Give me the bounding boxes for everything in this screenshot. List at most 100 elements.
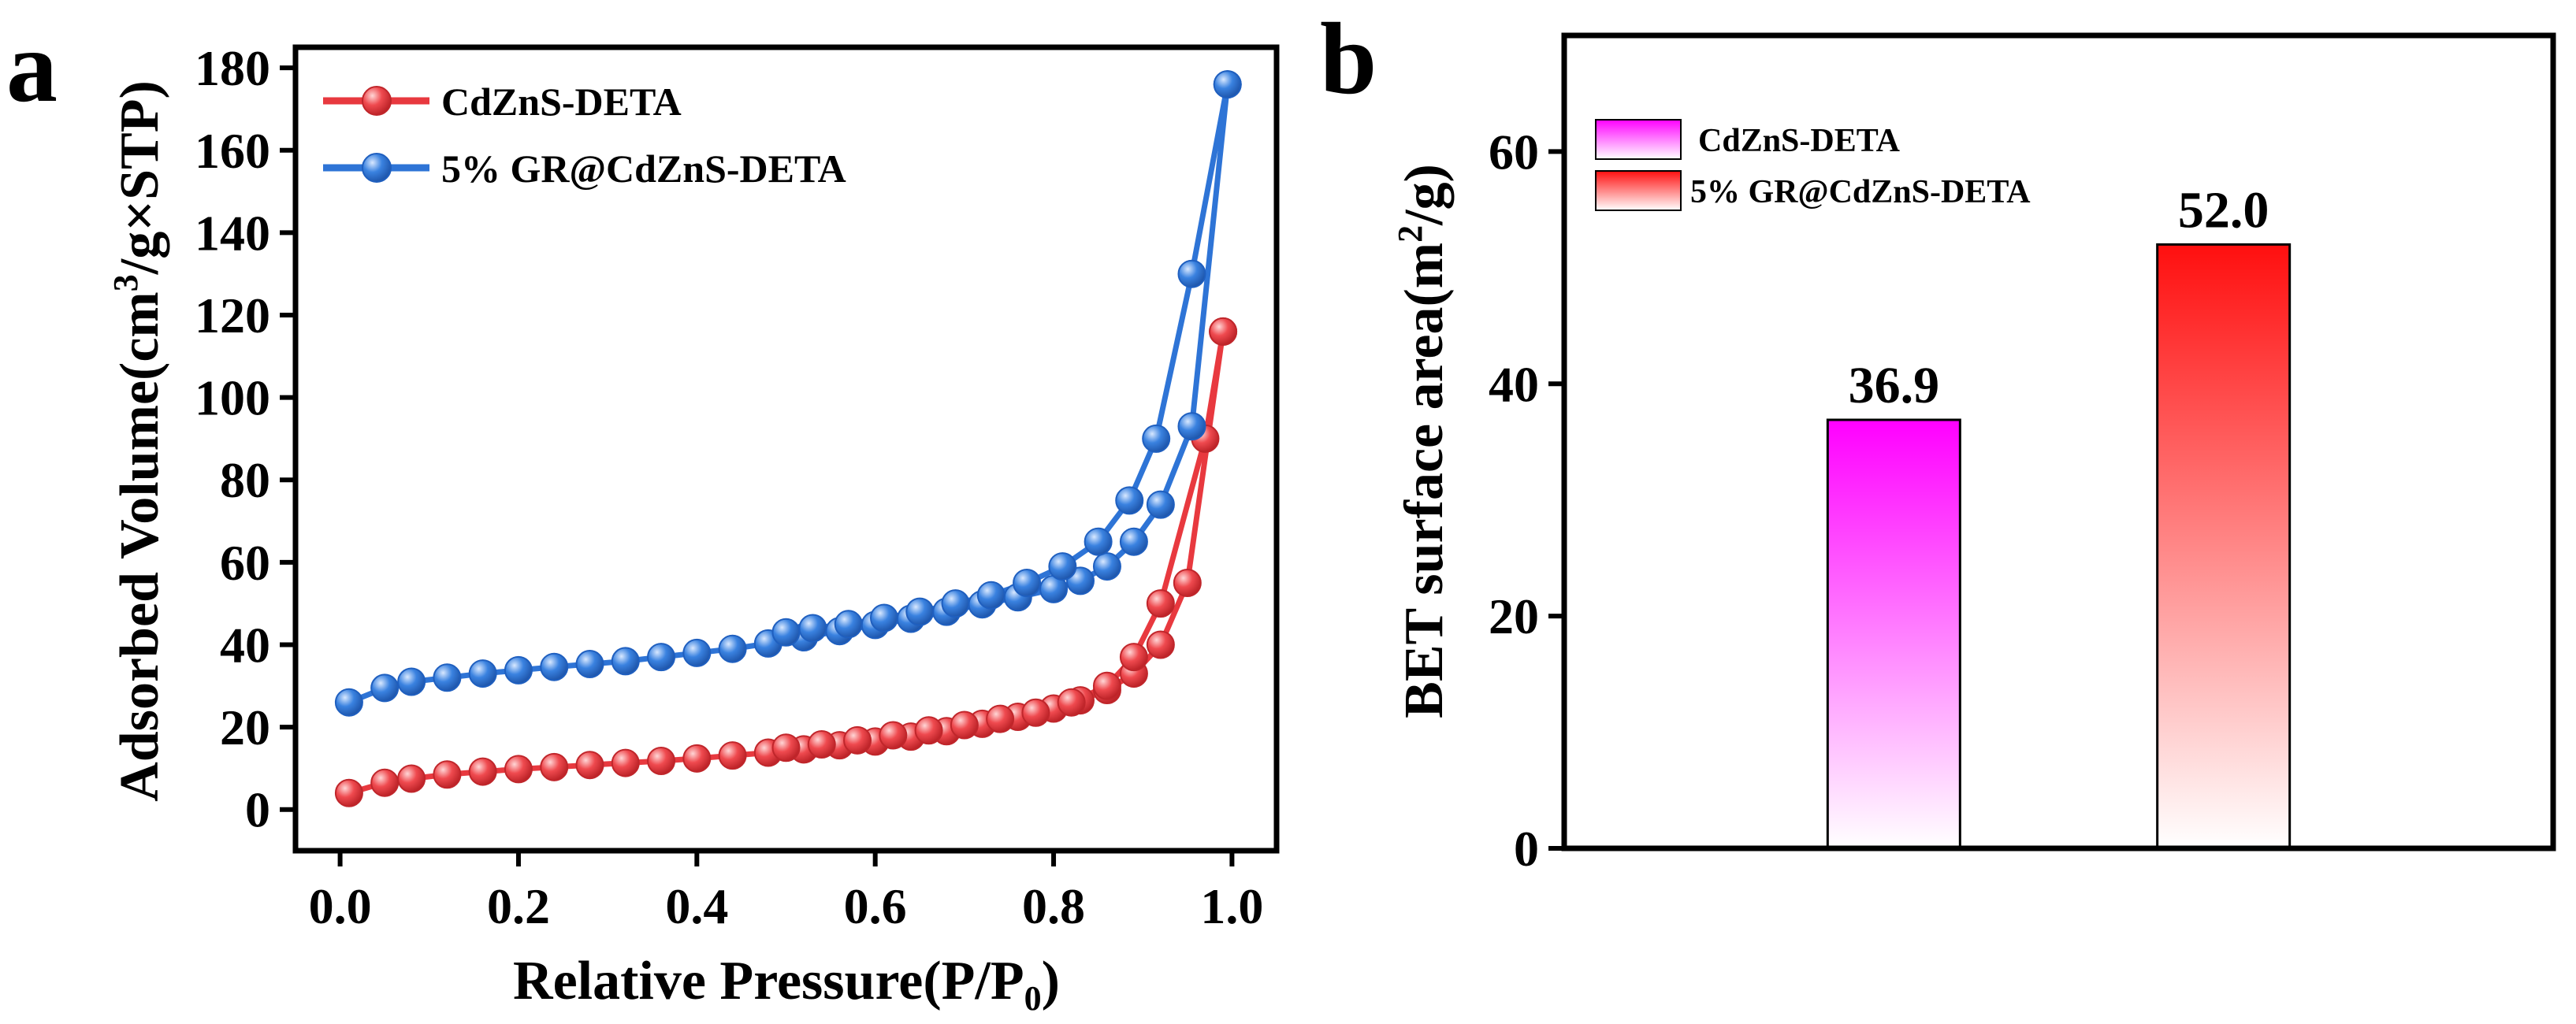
legend-label-bar-cdzns-deta: CdZnS-DETA [1698,123,1901,159]
data-point-gr-cdzns-deta-desorption [771,618,801,647]
y-tick-label: 160 [195,123,270,179]
data-point-gr-cdzns-deta-desorption [1142,424,1171,453]
y-tick-label: 20 [220,699,270,755]
panel-b-label: b [1320,2,1377,116]
y-tick-label: 40 [220,617,270,673]
data-point-gr-cdzns-deta-adsorption [1119,527,1148,556]
data-point-cdzns-deta-adsorption [1146,630,1175,659]
panel-a-y-axis-unit-pre: cm [110,291,170,362]
legend-label-cdzns-deta: CdZnS-DETA [441,80,682,124]
data-point-cdzns-deta-adsorption [433,760,462,789]
data-point-gr-cdzns-deta-desorption [976,581,1005,610]
panel-a-y-axis-unit-open: ( [110,362,170,380]
data-point-cdzns-deta-desorption [1021,698,1050,727]
legend-item-bar-gr-cdzns-deta: 5% GR@CdZnS-DETA [1595,170,2031,211]
data-point-gr-cdzns-deta-adsorption [433,663,462,692]
panel-a-x-axis-unit: P/P [942,951,1024,1011]
bar-cdzns-deta [1826,418,1961,850]
data-point-cdzns-deta-adsorption [370,768,400,797]
data-point-gr-cdzns-deta-adsorption [682,638,712,667]
data-point-gr-cdzns-deta-desorption [1048,552,1077,581]
data-point-cdzns-deta-desorption [1119,643,1148,672]
legend-item-cdzns-deta: CdZnS-DETA [323,80,682,124]
panel-b-y-axis-unit-sup: 2 [1391,225,1429,243]
panel-b-plot-area: 36.9 52.0 [1826,181,2292,850]
legend-item-bar-cdzns-deta: CdZnS-DETA [1595,119,1901,160]
y-tick-label: 20 [1489,588,1539,644]
panel-b-y-axis-unit-close: ) [1394,164,1455,182]
data-point-cdzns-deta-adsorption [575,751,604,780]
panel-a-x-axis-label: Relative Pressure [513,951,923,1011]
data-point-gr-cdzns-deta-desorption [798,614,827,643]
panel-b-frame [1561,32,2556,851]
data-point-cdzns-deta-desorption [1209,317,1238,346]
y-tick-label: 40 [1489,356,1539,412]
data-point-cdzns-deta-desorption [986,704,1015,733]
data-point-gr-cdzns-deta-desorption [1213,70,1242,99]
panel-a-y-axis-unit-close: ) [110,80,170,98]
panel-b-y-axis-title: BET surface area(m2/g) [1391,164,1455,718]
data-point-cdzns-deta-adsorption [334,778,363,807]
data-point-cdzns-deta-adsorption [1173,569,1202,597]
panel-a-y-axis-label: Adsorbed Volume [110,380,170,802]
panel-a: a 0.0 0.2 0.4 0.6 0.8 1.0 0 20 40 60 80 100 120 140 1… [6,10,1280,1018]
y-tick-label: 0 [1514,821,1539,877]
panel-b-y-axis-unit-post: /g [1394,182,1455,225]
data-point-cdzns-deta-adsorption [397,764,426,793]
panel-b-y-axis-label: BET surface area [1394,307,1455,718]
data-point-gr-cdzns-deta-adsorption [468,659,497,688]
x-tick-label: 0.2 [487,878,550,934]
panel-b: b 36.9 52.0 0 20 40 60 BET surface area(m2/g… [1320,2,2556,877]
data-point-cdzns-deta-desorption [1057,688,1086,717]
legend-item-gr-cdzns-deta: 5% GR@CdZnS-DETA [323,147,846,191]
data-point-gr-cdzns-deta-adsorption [334,688,363,717]
series-line-cdzns-deta-adsorption [348,331,1226,796]
x-tick-label: 0.0 [309,878,372,934]
data-point-cdzns-deta-adsorption [468,757,497,786]
data-point-gr-cdzns-deta-desorption [870,603,898,633]
bar-gr-cdzns-deta [2156,243,2292,850]
data-point-gr-cdzns-deta-desorption [1084,527,1113,556]
panel-a-legend: CdZnS-DETA 5% GR@CdZnS-DETA [323,80,846,191]
panel-a-y-axis-unit-sup: 3 [106,274,145,291]
legend-label-gr-cdzns-deta: 5% GR@CdZnS-DETA [441,147,846,191]
data-point-cdzns-deta-desorption [1092,671,1121,700]
data-point-gr-cdzns-deta-desorption [1177,259,1206,288]
y-tick-label: 180 [195,40,270,96]
y-tick-label: 60 [1489,124,1539,180]
data-point-gr-cdzns-deta-adsorption [1146,490,1175,519]
data-point-cdzns-deta-desorption [950,710,979,740]
data-point-cdzns-deta-adsorption [504,755,533,784]
data-point-gr-cdzns-deta-desorption [905,597,935,626]
series-line-gr-cdzns-deta-desorption [785,83,1231,636]
y-tick-label: 80 [220,452,270,508]
data-point-cdzns-deta-adsorption [647,746,676,775]
legend-marker-blue [362,153,392,183]
panel-a-plot-area [334,70,1242,807]
panel-a-y-axis-unit-post: /g×STP [110,99,170,276]
data-point-cdzns-deta-adsorption [682,744,712,773]
panel-a-x-axis-unit-open: ( [923,951,941,1011]
x-tick-label: 0.8 [1022,878,1085,934]
data-point-gr-cdzns-deta-adsorption [718,634,747,663]
data-point-gr-cdzns-deta-desorption [1013,569,1042,597]
data-point-gr-cdzns-deta-adsorption [540,652,569,681]
y-tick-label: 140 [195,205,270,261]
panel-b-y-ticks: 0 20 40 60 [1489,124,1564,877]
panel-a-frame [292,44,1280,854]
data-point-gr-cdzns-deta-adsorption [397,667,426,696]
panel-b-legend: CdZnS-DETA 5% GR@CdZnS-DETA [1595,119,2031,211]
panel-b-y-axis-unit-pre: m [1394,243,1455,288]
bar-value-label: 52.0 [2178,181,2269,239]
panel-a-label: a [6,10,58,124]
legend-label-bar-gr-cdzns-deta: 5% GR@CdZnS-DETA [1690,174,2031,210]
data-point-cdzns-deta-desorption [807,730,836,759]
data-point-gr-cdzns-deta-adsorption [647,643,676,672]
data-point-gr-cdzns-deta-adsorption [575,650,604,679]
x-tick-label: 0.4 [665,878,728,934]
panel-a-y-ticks: 0 20 40 60 80 100 120 140 160 180 [195,40,296,838]
y-tick-label: 60 [220,535,270,591]
data-point-gr-cdzns-deta-adsorption [611,647,640,676]
data-point-gr-cdzns-deta-adsorption [1092,552,1121,581]
